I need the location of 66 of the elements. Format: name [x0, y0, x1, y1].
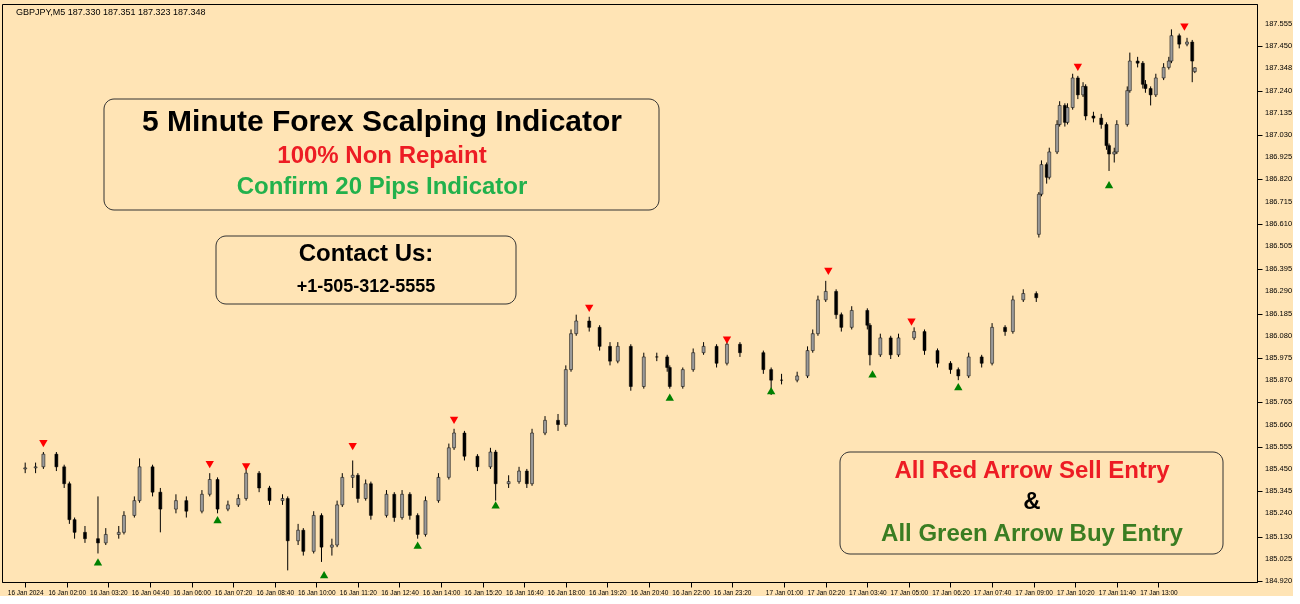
- candlestick: [384, 489, 389, 519]
- candlestick: [616, 341, 620, 364]
- candlestick: [158, 487, 163, 533]
- candlestick: [691, 347, 695, 373]
- annotation: 5 Minute Forex Scalping Indicator: [141, 104, 623, 137]
- candlestick: [267, 485, 272, 506]
- candlestick: [935, 347, 940, 368]
- point: [824, 267, 833, 275]
- candlestick: [184, 495, 189, 519]
- candlestick: [462, 430, 467, 461]
- point: [1073, 63, 1083, 72]
- candlestick: [408, 491, 412, 521]
- candlestick: [608, 341, 612, 366]
- candlestick: [896, 333, 901, 358]
- candlestick: [207, 472, 212, 497]
- candlestick: [174, 493, 178, 514]
- point: [665, 393, 674, 401]
- annotation: +1-505-312-5555: [296, 276, 436, 296]
- candlestick: [922, 328, 927, 356]
- candlestick: [878, 333, 883, 358]
- point: [1180, 23, 1189, 31]
- point: [205, 461, 214, 469]
- chart-title: GBPJPY,M5 187.330 187.351 187.323 187.348: [16, 7, 206, 17]
- point: [213, 516, 222, 524]
- annotation: Confirm 20 Pips Indicator: [236, 172, 528, 199]
- point: [868, 370, 877, 378]
- candlestick: [54, 451, 59, 472]
- point: [1104, 181, 1114, 189]
- candlestick: [392, 491, 397, 523]
- point: [348, 443, 357, 451]
- point: [954, 382, 963, 391]
- point: [766, 387, 776, 395]
- point: [491, 501, 500, 509]
- point: [93, 558, 103, 566]
- candlestick: [96, 495, 100, 554]
- candlestick: [200, 489, 204, 514]
- point: [722, 336, 732, 344]
- candlestick: [257, 470, 261, 493]
- candlestick: [714, 343, 719, 368]
- point: [449, 416, 459, 424]
- candlestick: [597, 324, 602, 352]
- candlestick: [556, 413, 560, 432]
- point: [39, 439, 48, 448]
- candlestick: [436, 472, 441, 504]
- candlestick: [400, 489, 404, 521]
- candlestick: [823, 280, 828, 303]
- point: [907, 318, 916, 326]
- candlestick: [849, 305, 854, 330]
- candlestick: [769, 367, 773, 396]
- candlestick: [543, 415, 547, 436]
- candlestick: [83, 525, 87, 544]
- point: [241, 463, 251, 471]
- point: [413, 541, 422, 549]
- point: [585, 304, 594, 312]
- candlestick: [888, 335, 893, 360]
- annotation: &: [1023, 487, 1041, 514]
- candlestick: [966, 352, 971, 379]
- annotation: All Green Arrow Buy Entry: [881, 519, 1184, 546]
- annotation: All Red Arrow Sell Entry: [894, 456, 1171, 483]
- point: [319, 570, 329, 579]
- annotation: 100% Non Repaint: [277, 141, 487, 168]
- candlestick: [761, 350, 766, 375]
- candlestick: [1003, 324, 1007, 337]
- candlestick: [681, 367, 685, 390]
- annotation: Contact Us:: [298, 239, 434, 266]
- candlestick: [415, 512, 420, 540]
